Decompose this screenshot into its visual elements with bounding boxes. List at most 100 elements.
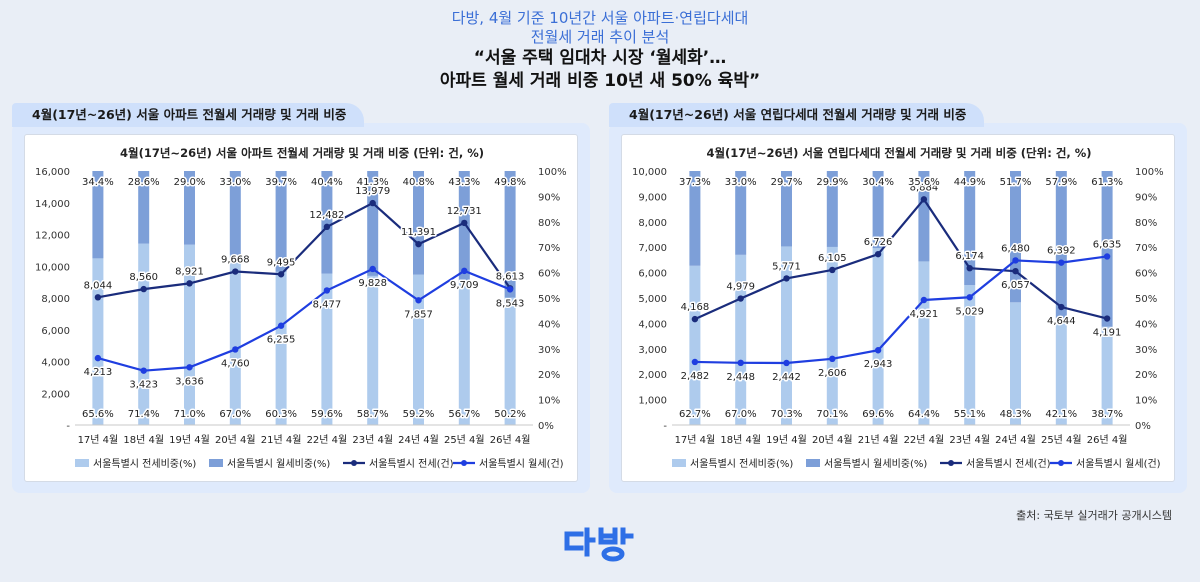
legend-marker: [948, 460, 954, 466]
x-category-label: 22년 4월: [904, 434, 945, 446]
villa-chart: 4월(17년~26년) 서울 연립다세대 전월세 거래량 및 거래 비중 (단위…: [632, 146, 1164, 470]
jeonse-count-point: [829, 266, 836, 274]
villa-chart-frame: 4월(17년~26년) 서울 연립다세대 전월세 거래량 및 거래 비중 (단위…: [621, 134, 1175, 482]
wolse-share-label: 39.7%: [265, 177, 297, 188]
x-category-label: 17년 4월: [675, 434, 716, 446]
jeonse-share-label: 71.4%: [128, 409, 160, 420]
y-right-tick-label: 70%: [538, 243, 560, 254]
wolse-share-label: 44.9%: [954, 177, 986, 188]
header-headline-1: “서울 주택 임대차 시장 ‘월세화’…: [473, 48, 727, 68]
legend-label: 서울특별시 전세비중(%): [690, 458, 793, 470]
apartment-card: 4월(17년~26년) 서울 아파트 전월세 거래량 및 거래 비중 (단위: …: [12, 123, 590, 493]
jeonse-count-label: 4,168: [681, 302, 710, 313]
jeonse-count-label: 6,057: [1001, 280, 1030, 291]
jeonse-count-label: 5,771: [772, 261, 801, 272]
jeonse-count-point: [966, 264, 973, 272]
x-category-label: 18년 4월: [123, 434, 164, 446]
y-left-tick-label: 9,000: [638, 192, 667, 203]
bar-jeonse-share: [826, 246, 838, 425]
wolse-count-label: 6,392: [1047, 246, 1076, 257]
wolse-count-point: [783, 359, 790, 367]
x-category-label: 20년 4월: [812, 434, 853, 446]
wolse-share-label: 33.0%: [725, 177, 757, 188]
wolse-count-label: 2,448: [726, 372, 755, 383]
y-left-tick-label: 10,000: [35, 262, 70, 273]
y-right-tick-label: 40%: [538, 319, 560, 330]
jeonse-count-label: 4,191: [1093, 328, 1122, 339]
wolse-share-label: 35.6%: [908, 177, 940, 188]
jeonse-count-label: 11,391: [401, 227, 436, 238]
chart-title: 4월(17년~26년) 서울 아파트 전월세 거래량 및 거래 비중 (단위: …: [120, 146, 484, 160]
wolse-count-label: 2,606: [818, 368, 847, 379]
bar-wolse-share: [918, 171, 930, 262]
bar-jeonse-share: [275, 271, 287, 425]
y-right-tick-label: 80%: [1135, 218, 1157, 229]
jeonse-count-label: 8,560: [129, 272, 158, 283]
y-right-tick-label: 90%: [538, 192, 560, 203]
bar-wolse-share: [321, 171, 333, 274]
jeonse-share-label: 58.7%: [357, 409, 389, 420]
y-right-tick-label: 30%: [538, 345, 560, 356]
x-category-label: 24년 4월: [398, 434, 439, 446]
jeonse-count-line: [97, 201, 512, 299]
jeonse-count-label: 8,613: [496, 271, 525, 282]
bar-jeonse-share: [1101, 326, 1113, 425]
jeonse-count-point: [94, 294, 102, 301]
wolse-share-label: 49.8%: [494, 177, 526, 188]
jeonse-count-label: 8,884: [910, 182, 939, 193]
x-category-label: 17년 4월: [78, 434, 119, 446]
y-right-tick-label: 30%: [1135, 345, 1157, 356]
bar-jeonse-share: [229, 254, 241, 425]
jeonse-share-label: 55.1%: [954, 409, 986, 420]
bar-jeonse-share: [964, 285, 976, 425]
x-category-label: 21년 4월: [858, 434, 899, 446]
wolse-count-label: 3,636: [175, 376, 204, 387]
bar-jeonse-share: [735, 254, 747, 425]
x-category-label: 22년 4월: [307, 434, 348, 446]
wolse-count-label: 8,477: [313, 299, 342, 310]
bar-jeonse-share: [1055, 318, 1067, 425]
wolse-count-point: [874, 347, 882, 354]
wolse-share-label: 28.6%: [128, 177, 160, 188]
jeonse-share-label: 56.7%: [448, 409, 480, 420]
jeonse-share-label: 67.0%: [725, 409, 757, 420]
wolse-count-point: [1012, 257, 1019, 264]
y-right-tick-label: 60%: [1135, 269, 1157, 280]
y-left-tick-label: -: [663, 421, 667, 432]
y-left-tick-label: 14,000: [35, 199, 70, 210]
wolse-count-point: [186, 364, 193, 371]
legend-marker: [1058, 460, 1064, 466]
bar-jeonse-share: [781, 246, 792, 425]
wolse-count-point: [369, 265, 376, 273]
jeonse-count-label: 8,044: [84, 280, 113, 291]
jeonse-share-label: 50.2%: [494, 409, 526, 420]
jeonse-count-point: [920, 196, 928, 203]
y-right-tick-label: 60%: [538, 269, 560, 280]
legend-label: 서울특별시 월세비중(%): [824, 458, 927, 470]
jeonse-share-label: 60.3%: [265, 409, 297, 420]
jeonse-count-label: 9,495: [267, 257, 296, 268]
x-category-label: 23년 4월: [949, 434, 990, 446]
legend-label: 서울특별시 월세비중(%): [227, 458, 330, 470]
jeonse-share-label: 59.6%: [311, 409, 343, 420]
y-right-tick-label: 10%: [1135, 396, 1157, 407]
jeonse-count-label: 4,644: [1047, 316, 1076, 327]
jeonse-share-label: 70.3%: [771, 409, 803, 420]
y-right-tick-label: 100%: [1135, 167, 1164, 178]
apartment-chart: 4월(17년~26년) 서울 아파트 전월세 거래량 및 거래 비중 (단위: …: [35, 146, 567, 470]
bar-wolse-share: [964, 171, 976, 286]
y-left-tick-label: 12,000: [35, 231, 70, 242]
x-category-label: 26년 4월: [490, 434, 531, 446]
dabang-logo: [564, 527, 634, 562]
jeonse-share-label: 64.4%: [908, 409, 940, 420]
wolse-count-point: [1058, 259, 1065, 266]
legend-marker: [351, 460, 357, 466]
bar-wolse-share: [826, 171, 838, 247]
legend-swatch: [806, 459, 820, 467]
jeonse-share-label: 42.1%: [1045, 409, 1077, 420]
bar-jeonse-share: [872, 248, 884, 425]
y-left-tick-label: 1,000: [638, 396, 667, 407]
bar-jeonse-share: [367, 275, 379, 425]
jeonse-share-label: 38.7%: [1091, 409, 1123, 420]
y-right-tick-label: 20%: [538, 370, 560, 381]
